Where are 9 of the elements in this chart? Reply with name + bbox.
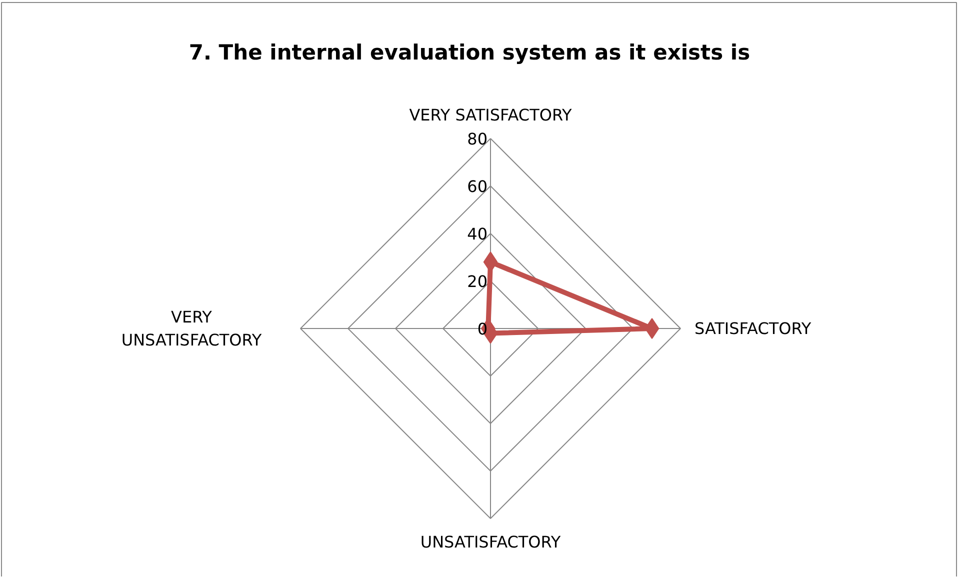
spoke-label: VERY SATISFACTORY [409, 106, 572, 124]
spoke-label: SATISFACTORY [694, 319, 812, 338]
spoke-label: UNSATISFACTORY [420, 532, 561, 552]
y-tick-label: 60 [467, 177, 488, 196]
y-tick-label: 80 [467, 130, 488, 148]
spoke-label: VERY UNSATISFACTORY [121, 308, 262, 350]
y-tick-label: 40 [467, 224, 488, 244]
chart-title: 7. The internal evaluation system as it exists is [188, 40, 750, 64]
y-tick-label: 20 [467, 272, 488, 291]
